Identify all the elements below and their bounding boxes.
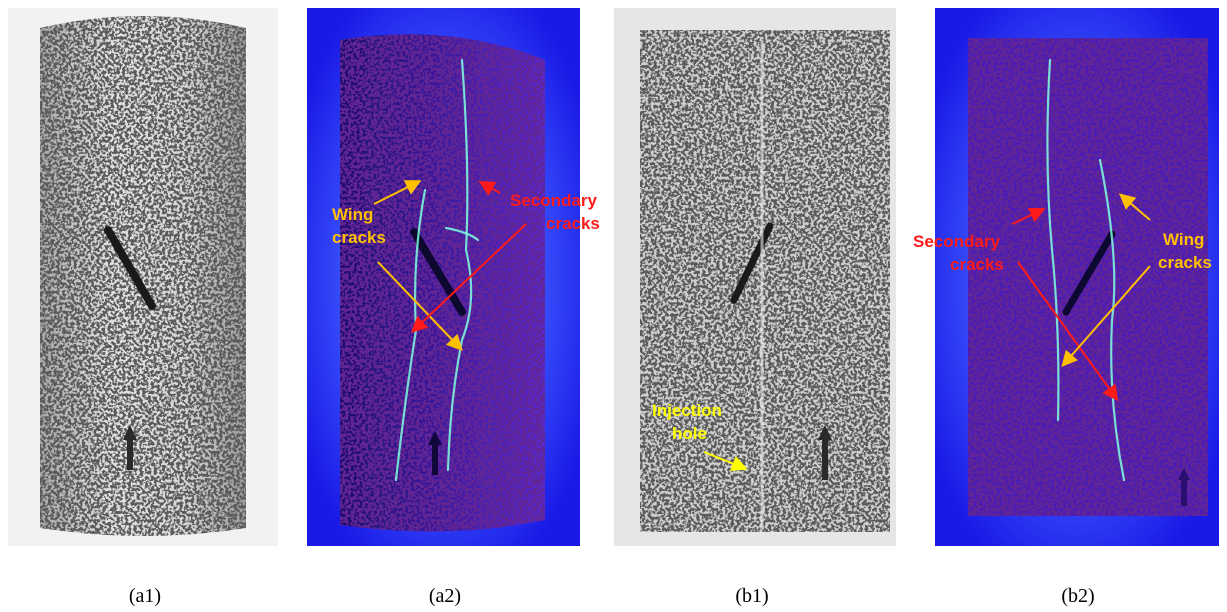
annotation: cracks — [546, 214, 600, 233]
annotation: cracks — [950, 255, 1004, 274]
photo-a2: Wing cracks Secondary cracks — [307, 8, 600, 546]
caption: (a2) — [429, 585, 461, 607]
annotation: Wing — [332, 205, 373, 224]
annotation: Secondary — [913, 232, 1000, 251]
annotation: hole — [672, 424, 707, 443]
caption: (a1) — [129, 585, 161, 607]
caption: (b2) — [1061, 585, 1094, 607]
annotation: Wing — [1163, 230, 1204, 249]
annotation: cracks — [332, 228, 386, 247]
photo-b1: Injection hole — [614, 8, 896, 546]
photo-b2: Secondary cracks Wing cracks — [913, 8, 1219, 546]
figure: Wing cracks Secondary cracks Injection h… — [0, 0, 1227, 612]
caption: (b1) — [735, 585, 768, 607]
annotation: cracks — [1158, 253, 1212, 272]
photo-a1 — [8, 8, 278, 546]
annotation: Injection — [652, 401, 722, 420]
annotation: Secondary — [510, 191, 597, 210]
